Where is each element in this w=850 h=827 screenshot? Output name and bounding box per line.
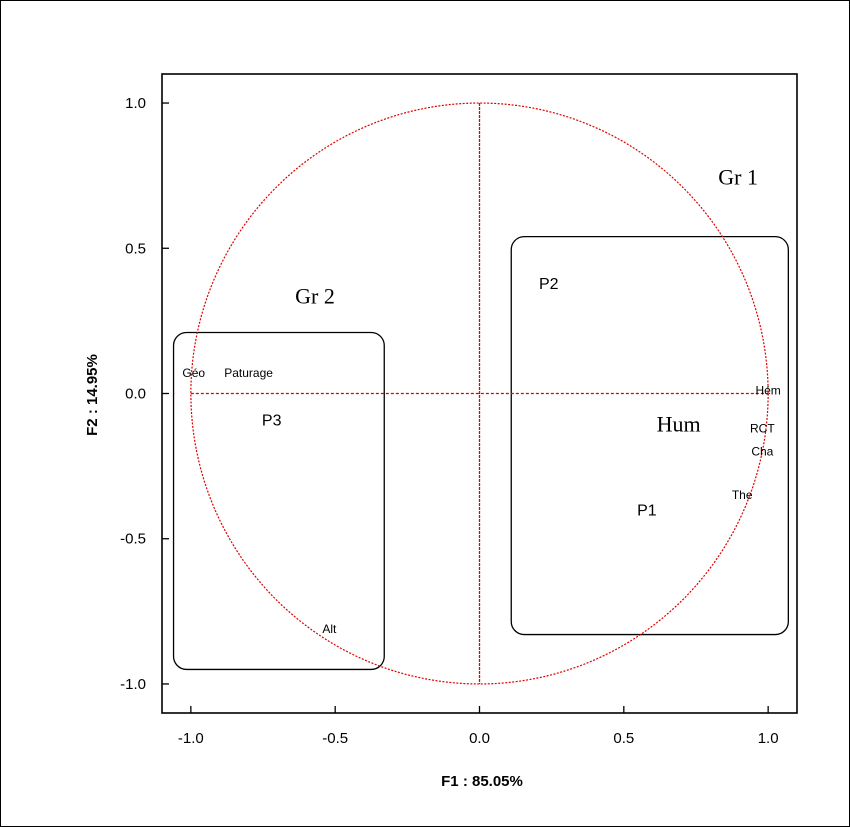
x-tick-label: 0.5 [613, 730, 634, 747]
point-label: P3 [262, 413, 282, 430]
x-tick-label: -0.5 [322, 730, 348, 747]
x-tick-label: 1.0 [758, 730, 779, 747]
group-label: Gr 1 [718, 164, 758, 189]
x-tick-label: 0.0 [469, 730, 490, 747]
variable-label: Paturage [224, 366, 273, 380]
variable-label: RCT [750, 421, 775, 435]
variable-label: Hém [755, 384, 780, 398]
group-box-1 [510, 236, 789, 636]
y-tick-label: 0.5 [125, 240, 146, 257]
point-label: Hum [657, 411, 701, 436]
y-tick-label: 0.0 [125, 386, 146, 403]
x-axis-label: F1 : 85.05% [441, 773, 523, 790]
point-label: P1 [637, 503, 657, 520]
group-label: Gr 2 [295, 283, 335, 308]
variable-label: Alt [322, 622, 337, 636]
group-box-2 [172, 331, 385, 671]
y-tick-label: -0.5 [120, 531, 146, 548]
y-axis-label: F2 : 14.95% [84, 354, 101, 436]
variable-label: Cha [751, 445, 773, 459]
y-tick-label: 1.0 [125, 95, 146, 112]
y-tick-label: -1.0 [120, 676, 146, 693]
variable-label: The [732, 488, 753, 502]
variable-label: Géo [182, 366, 205, 380]
x-tick-label: -1.0 [178, 730, 204, 747]
point-label: P2 [539, 276, 559, 293]
